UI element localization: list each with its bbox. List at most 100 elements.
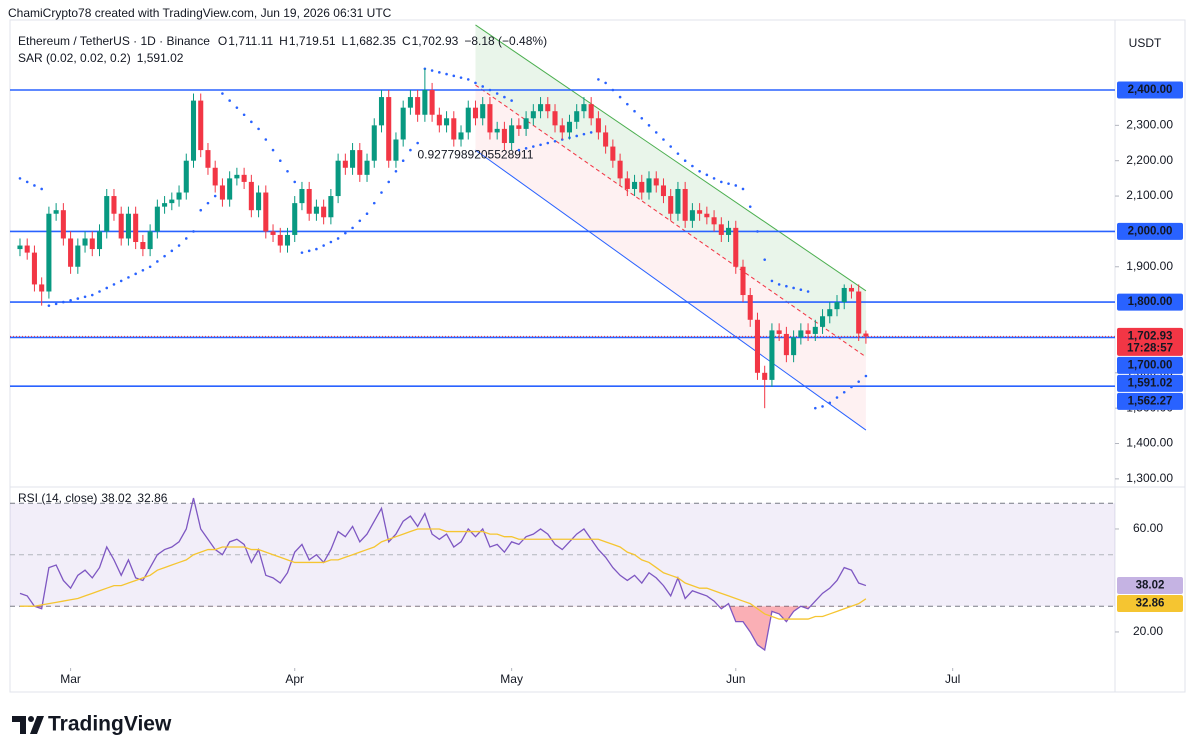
axis-label-box [1117,392,1183,410]
candle-body [39,284,45,292]
sar-dot [18,177,22,180]
sar-dot [777,283,781,286]
sar-dot [683,159,687,163]
candle-body [856,291,862,334]
sar-dot [264,138,268,141]
candle-body [248,181,254,211]
sar-dot [344,231,347,235]
candle-body [31,252,37,285]
sar-dot [539,143,542,147]
sar-dot [98,290,101,293]
sar-dot [748,205,752,208]
candle-body [219,185,225,200]
sar-dot [474,81,477,85]
sar-dot [387,180,391,184]
sar-dot [221,92,224,95]
candle-body [227,178,233,200]
axis-label: 2,000.00 [1128,225,1173,237]
candle-body [791,337,797,356]
sar-dot [409,148,412,152]
sar-dot [213,194,217,198]
rsi-line [19,497,867,652]
candle-body [632,181,638,189]
candle-body [118,213,124,239]
candle-body [256,192,262,211]
sar-dot [336,237,340,240]
sar-dot [372,201,376,205]
sar-dot [184,237,188,240]
sar-dot [705,173,709,177]
candle-body [754,319,760,373]
sar-dot [62,300,65,304]
candle-body [689,210,695,221]
candle-body [154,206,160,232]
candle-body [263,192,269,232]
candle-body [292,203,298,235]
sar-dot [770,279,774,283]
x-tick-label: Jul [945,672,960,686]
sar-dot [40,187,43,191]
sar-dot [307,249,311,253]
x-tick-label: May [500,672,523,686]
candle-body [776,330,782,334]
attribution: ChamiCrypto78 created with TradingView.c… [8,6,392,20]
rsi-legend-value: 32.86 [137,491,167,505]
candle-body [834,302,840,310]
y-tick-label: 2,100.00 [1126,188,1173,202]
candle-body [371,125,377,161]
sar-dot [517,148,521,152]
ohlc-key: O [218,34,227,48]
sar-dot [806,290,810,293]
sar-dot [148,265,152,269]
sar-dot [842,390,846,394]
candle-body [668,196,674,214]
sar-dot [720,180,723,184]
sar-dot [850,385,853,389]
sar-dot [640,116,644,120]
candle-body [357,150,363,175]
candle-body [523,118,529,129]
candle-body [24,245,30,253]
sar-dot [278,159,282,163]
candle-body [545,104,551,112]
candle-body [104,196,110,232]
candle-body [429,89,435,115]
candle-body [588,104,594,119]
y-tick-label: 1,900.00 [1126,259,1173,273]
axis-label-box [1117,81,1183,99]
sar-dot [206,201,210,205]
candle-body [848,287,854,292]
sar-dot [134,272,137,276]
candle-body [198,100,204,151]
sar-dot [618,95,622,99]
channel-lower-fill [475,85,866,431]
candle-body [552,111,558,126]
sar-dot [669,145,673,148]
candle-body [603,132,609,147]
candle-body [581,104,587,112]
sar-dot [792,286,795,290]
candle-body [111,196,117,214]
sar-dot [611,88,615,92]
candle-body [125,213,131,239]
sar-dot [712,177,716,180]
candle-body [458,132,464,140]
candle-body [444,118,450,126]
sar-dot [553,139,557,143]
candle-body [769,330,775,380]
candle-body [82,238,88,246]
sar-dot [199,208,203,212]
candle-body [342,160,348,168]
sar-dot [47,304,51,307]
sar-dot [430,69,434,72]
axes: 2,300.002,200.002,100.001,900.001,600.00… [60,81,1183,686]
candle-body [386,97,392,161]
sar-dot [163,254,166,258]
candle-body [624,178,630,189]
candle-body [516,125,522,129]
candle-body [60,210,66,239]
candle-body [190,100,197,161]
candle-body [863,333,869,337]
sar-dot [481,85,485,88]
sar-dot [741,187,745,191]
